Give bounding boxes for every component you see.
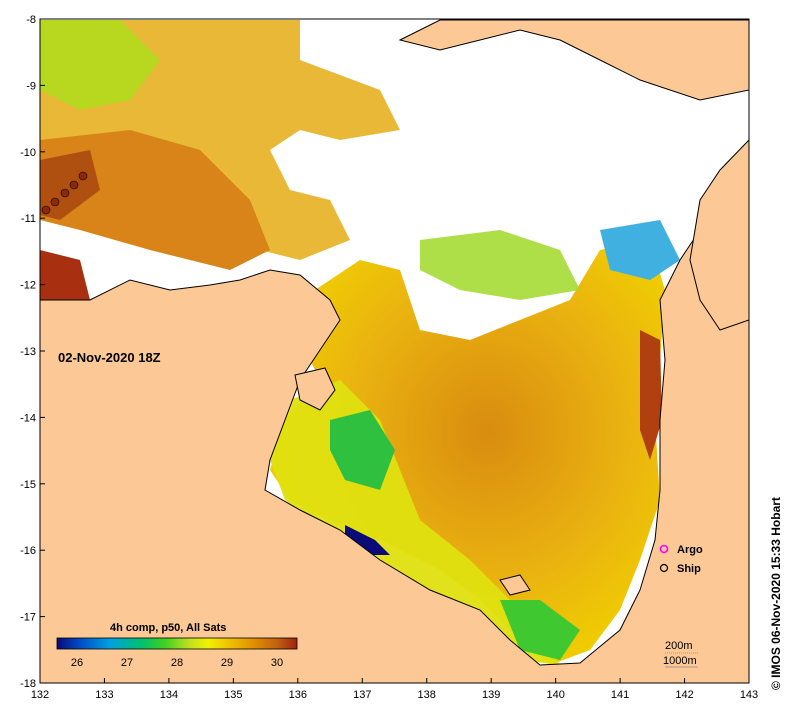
argo-legend-label: Argo (677, 544, 703, 556)
sst-region-east-strip (640, 330, 662, 460)
argo-float-marker (69, 180, 79, 190)
longitude-axis: 132 133 134 135 136 137 138 139 140 141 142 143 (31, 678, 758, 701)
lat-tick-label: -17 (20, 612, 36, 624)
lat-tick-label: -12 (20, 280, 36, 292)
ship-legend-label: Ship (677, 563, 701, 575)
sst-region-gulf-central (270, 240, 665, 665)
colorbar-tick-label: 26 (71, 657, 83, 669)
argo-float-marker (50, 197, 60, 207)
sst-region-blue-ne (600, 220, 680, 280)
lon-tick-label: 139 (482, 689, 500, 701)
colorbar-gradient (56, 637, 298, 650)
sst-region-green-north (420, 230, 580, 300)
lat-tick-label: -10 (20, 147, 36, 159)
lon-tick-label: 141 (611, 689, 629, 701)
legend: Argo Ship (659, 544, 703, 575)
land-island-west (294, 367, 336, 411)
sst-region-hot-coast (40, 250, 90, 300)
contour-1000m-label: 1000m (663, 655, 697, 667)
sst-region-green-nw (40, 20, 160, 110)
sst-region-warm-nw (40, 130, 270, 270)
lon-tick-label: 143 (740, 689, 758, 701)
colorbar-tick-label: 28 (171, 657, 183, 669)
lat-tick-label: -11 (21, 213, 36, 225)
lat-tick-label: -14 (20, 412, 36, 424)
colorbar-tick-label: 27 (121, 657, 133, 669)
colorbar: 4h comp, p50, All Sats 26 27 28 29 30 (56, 622, 298, 669)
land-cape-york (689, 139, 749, 331)
argo-float-marker (60, 188, 70, 198)
timestamp-label: 02-Nov-2020 18Z (58, 350, 161, 365)
lon-tick-label: 134 (160, 689, 178, 701)
land-mainland (40, 179, 749, 683)
argo-legend-icon (659, 544, 669, 554)
colorbar-tick-label: 30 (271, 657, 283, 669)
lon-tick-label: 132 (31, 689, 49, 701)
lon-tick-label: 136 (289, 689, 307, 701)
lat-tick-label: -9 (26, 80, 36, 92)
colorbar-title: 4h comp, p50, All Sats (110, 622, 226, 634)
land-new-guinea (398, 19, 749, 101)
sst-region-green-west (330, 410, 395, 490)
lat-tick-label: -13 (20, 346, 36, 358)
argo-float-marker (78, 171, 88, 181)
lon-tick-label: 142 (675, 689, 693, 701)
ship-legend-icon (659, 563, 669, 573)
sst-region-cold-patch (345, 525, 390, 555)
lat-tick-label: -16 (20, 545, 36, 557)
lon-tick-label: 133 (95, 689, 113, 701)
lat-tick-label: -15 (20, 479, 36, 491)
colorbar-tick-label: 29 (221, 657, 233, 669)
credit-label: © IMOS 06-Nov-2020 15:33 Hobart (769, 497, 783, 690)
depth-contour-legend: 200m 1000m (663, 640, 698, 668)
map-plot-area (40, 19, 749, 683)
lat-tick-label: -8 (26, 14, 36, 26)
latitude-axis: -8 -9 -10 -11 -12 -13 -14 -15 -16 -17 -18 (20, 14, 45, 690)
lon-tick-label: 140 (546, 689, 564, 701)
lat-tick-label: -18 (20, 678, 36, 690)
lon-tick-label: 137 (353, 689, 371, 701)
lon-tick-label: 138 (418, 689, 436, 701)
lon-tick-label: 135 (224, 689, 242, 701)
land-island-south (499, 574, 531, 596)
contour-200m-label: 200m (665, 640, 693, 652)
colorbar-ticks: 26 27 28 29 30 (71, 657, 283, 669)
sst-region-green-south (500, 600, 580, 660)
argo-float-marker (41, 205, 51, 215)
